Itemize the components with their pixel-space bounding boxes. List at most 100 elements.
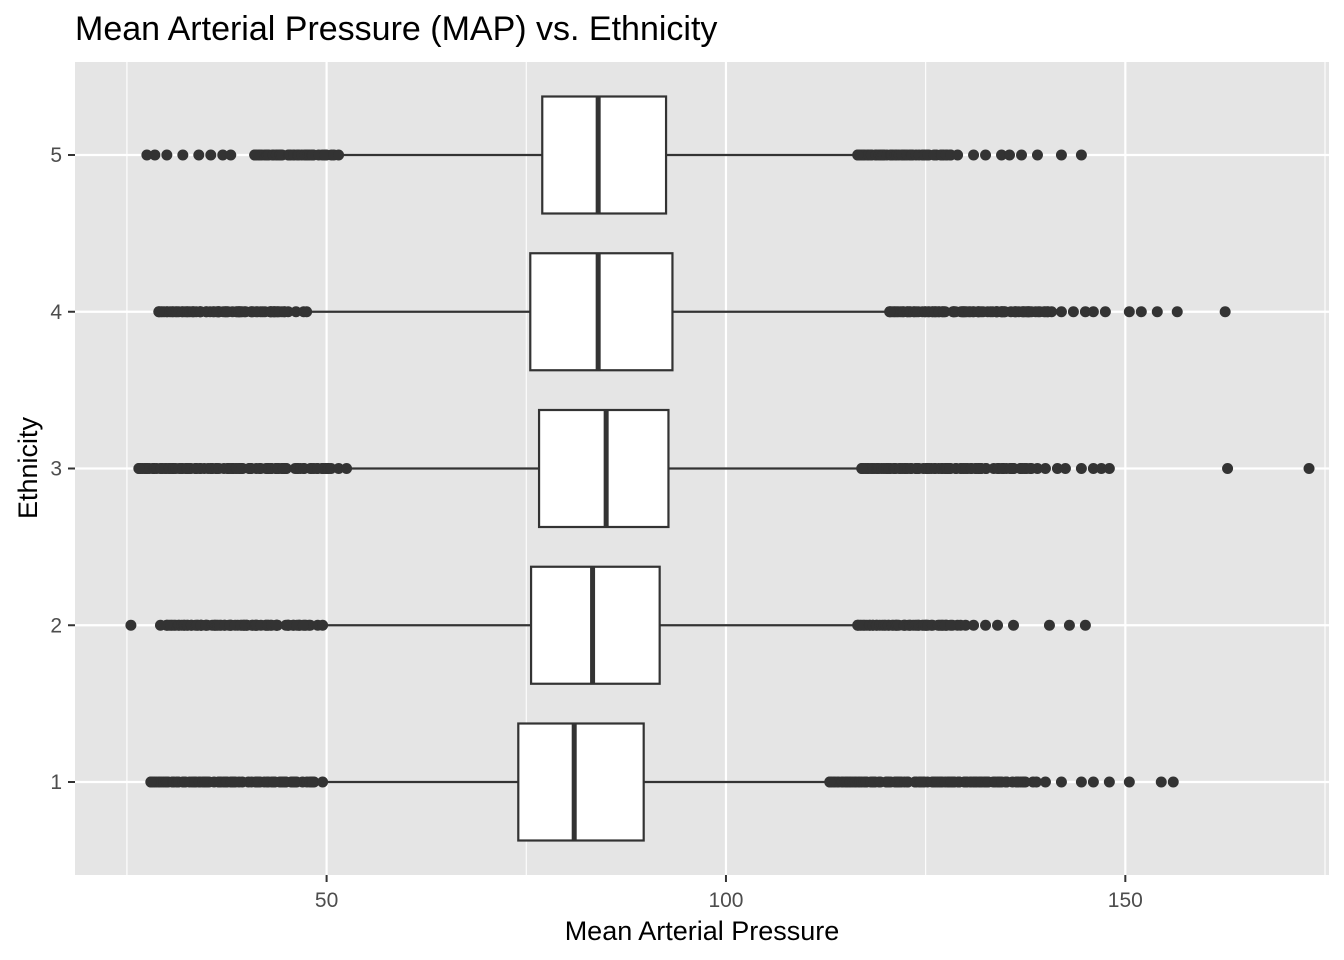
outlier-point (312, 463, 324, 474)
outlier-point (824, 776, 836, 788)
outlier-point (333, 149, 345, 161)
outlier-point (1051, 463, 1063, 474)
outlier-point (288, 776, 300, 788)
box-group-1 (145, 722, 1179, 842)
outlier-point (968, 619, 980, 631)
outlier-point (307, 776, 319, 788)
outlier-point (217, 149, 229, 161)
outlier-point (945, 619, 957, 631)
y-tick-label: 1 (50, 771, 62, 794)
outlier-point (297, 619, 309, 631)
outlier-point (341, 463, 353, 474)
outlier-point (249, 149, 261, 161)
outlier-point (153, 306, 165, 318)
outlier-point (1303, 463, 1315, 474)
outlier-point (852, 619, 864, 631)
outlier-point (290, 306, 302, 318)
outlier-point (1004, 463, 1016, 474)
outlier-point (1004, 149, 1016, 161)
y-axis-title: Ethnicity (13, 416, 43, 519)
outlier-point (852, 149, 864, 161)
box-group-3 (133, 408, 1315, 529)
outlier-point (1039, 463, 1051, 474)
outlier-point (225, 149, 237, 161)
outlier-point (1167, 776, 1179, 788)
outlier-point (997, 463, 1009, 474)
y-tick-label: 5 (50, 144, 62, 167)
outlier-point (1025, 463, 1037, 474)
box-group-2 (125, 565, 1091, 685)
x-axis: 50 100 150 (315, 875, 1143, 912)
outlier-point (298, 463, 310, 474)
outlier-point (141, 149, 153, 161)
outlier-point (1018, 306, 1030, 318)
outlier-point (221, 306, 233, 318)
y-tick-label: 3 (50, 458, 62, 481)
outlier-point (177, 149, 189, 161)
outlier-point (1075, 776, 1087, 788)
outlier-point (1135, 306, 1147, 318)
iqr-box (517, 722, 645, 842)
outlier-point (952, 149, 964, 161)
iqr-box (529, 565, 661, 685)
outlier-point (1039, 776, 1051, 788)
outlier-point (987, 306, 999, 318)
outlier-point (154, 619, 166, 631)
outlier-point (1099, 306, 1111, 318)
outlier-point (253, 463, 265, 474)
outlier-point (317, 776, 329, 788)
outlier-point (1055, 306, 1067, 318)
outlier-point (193, 149, 205, 161)
outlier-point (1017, 463, 1029, 474)
iqr-box (529, 252, 674, 372)
outlier-point (205, 149, 217, 161)
outlier-point (325, 463, 337, 474)
box-layer (125, 95, 1315, 842)
outlier-point (1079, 619, 1091, 631)
outlier-point (149, 149, 161, 161)
outlier-point (884, 306, 896, 318)
outlier-point (1043, 619, 1055, 631)
outlier-point (1030, 776, 1042, 788)
outlier-point (282, 619, 294, 631)
outlier-point (1011, 776, 1023, 788)
outlier-point (1079, 306, 1091, 318)
outlier-point (1095, 463, 1107, 474)
outlier-point (980, 149, 992, 161)
outlier-point (125, 619, 137, 631)
outlier-point (145, 776, 157, 788)
outlier-point (1039, 306, 1051, 318)
outlier-point (1008, 619, 1020, 631)
outlier-point (938, 306, 950, 318)
outlier-point (1123, 776, 1135, 788)
outlier-point (333, 463, 345, 474)
y-tick-label: 2 (50, 614, 62, 637)
outlier-point (1171, 306, 1183, 318)
iqr-box (541, 95, 668, 215)
y-tick-label: 4 (50, 301, 62, 324)
outlier-point (963, 306, 975, 318)
outlier-point (915, 776, 927, 788)
outlier-point (997, 306, 1009, 318)
outlier-point (1155, 776, 1167, 788)
outlier-point (233, 776, 245, 788)
outlier-point (1059, 463, 1071, 474)
outlier-point (317, 619, 329, 631)
outlier-point (996, 149, 1008, 161)
box-group-4 (153, 252, 1231, 372)
outlier-point (1055, 149, 1067, 161)
outlier-point (161, 149, 173, 161)
outlier-point (270, 619, 282, 631)
x-axis-title: Mean Arterial Pressure (565, 916, 840, 946)
outlier-point (279, 776, 291, 788)
outlier-point (960, 619, 972, 631)
outlier-point (1015, 149, 1027, 161)
x-tick-label: 50 (315, 889, 338, 912)
outlier-point (236, 463, 248, 474)
outlier-point (1087, 306, 1099, 318)
outlier-point (947, 776, 959, 788)
box-group-5 (141, 95, 1087, 215)
outlier-point (856, 463, 868, 474)
outlier-point (278, 463, 290, 474)
